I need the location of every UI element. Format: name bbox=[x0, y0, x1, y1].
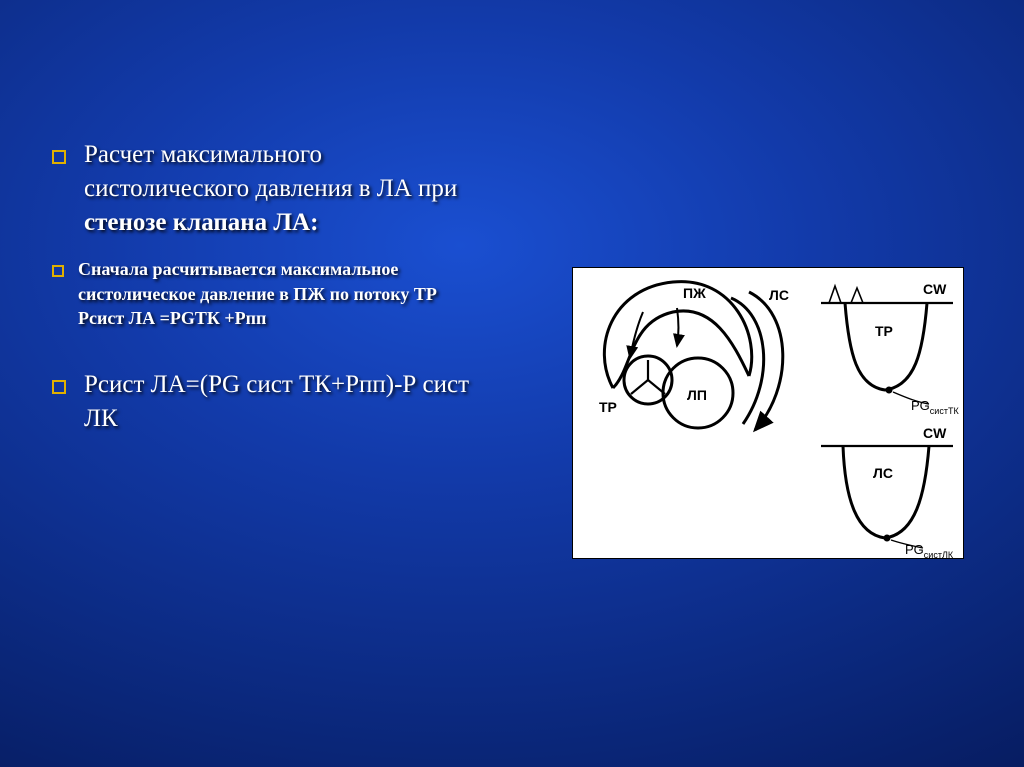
figure-svg: ПЖ ЛС ТР ЛП CW ТР PGсистТК bbox=[573, 268, 963, 558]
heart-diagram-icon bbox=[604, 282, 782, 430]
bullet-item-2: Сначала расчитывается максимальное систо… bbox=[52, 257, 492, 330]
label-cw-1: CW bbox=[923, 281, 947, 297]
slide: Расчет максимального систолического давл… bbox=[0, 0, 1024, 767]
bullet-2-text: Сначала расчитывается максимальное систо… bbox=[78, 257, 492, 330]
bullet-item-3: Рсист ЛА=(PG сист ТК+Рпп)-Р сист ЛК bbox=[52, 368, 492, 436]
bullet-1-pre: Расчет максимального систолического давл… bbox=[84, 141, 457, 202]
bullet-marker-icon bbox=[52, 380, 66, 394]
doppler-top-labels: CW ТР PGсистТК bbox=[875, 281, 959, 416]
label-pg-tk: PGсистТК bbox=[911, 398, 959, 416]
bullet-marker-icon bbox=[52, 150, 66, 164]
bullet-2-line1: Сначала расчитывается максимальное систо… bbox=[78, 259, 437, 303]
label-tp-wave: ТР bbox=[875, 323, 893, 339]
figure-panel: ПЖ ЛС ТР ЛП CW ТР PGсистТК bbox=[572, 267, 964, 559]
bullet-marker-icon bbox=[52, 265, 64, 277]
label-pv: ПЖ bbox=[683, 285, 706, 301]
heart-labels: ПЖ ЛС ТР ЛП bbox=[599, 285, 789, 415]
label-lp: ЛП bbox=[687, 387, 707, 403]
label-tp: ТР bbox=[599, 399, 617, 415]
doppler-top bbox=[821, 286, 953, 404]
bullet-item-1: Расчет максимального систолического давл… bbox=[52, 138, 492, 239]
text-column: Расчет максимального систолического давл… bbox=[52, 138, 492, 454]
bullet-1-bold: стенозе клапана ЛА: bbox=[84, 209, 318, 236]
bullet-3-text: Рсист ЛА=(PG сист ТК+Рпп)-Р сист ЛК bbox=[84, 368, 492, 436]
bullet-1-text: Расчет максимального систолического давл… bbox=[84, 138, 492, 239]
label-ls-wave: ЛС bbox=[873, 465, 893, 481]
label-pg-lk: PGсистЛК bbox=[905, 542, 954, 558]
label-cw-2: CW bbox=[923, 425, 947, 441]
doppler-bottom bbox=[821, 446, 953, 548]
bullet-2-line2: Рсист ЛА =PGТК +Рпп bbox=[78, 308, 266, 328]
label-ls: ЛС bbox=[769, 287, 789, 303]
